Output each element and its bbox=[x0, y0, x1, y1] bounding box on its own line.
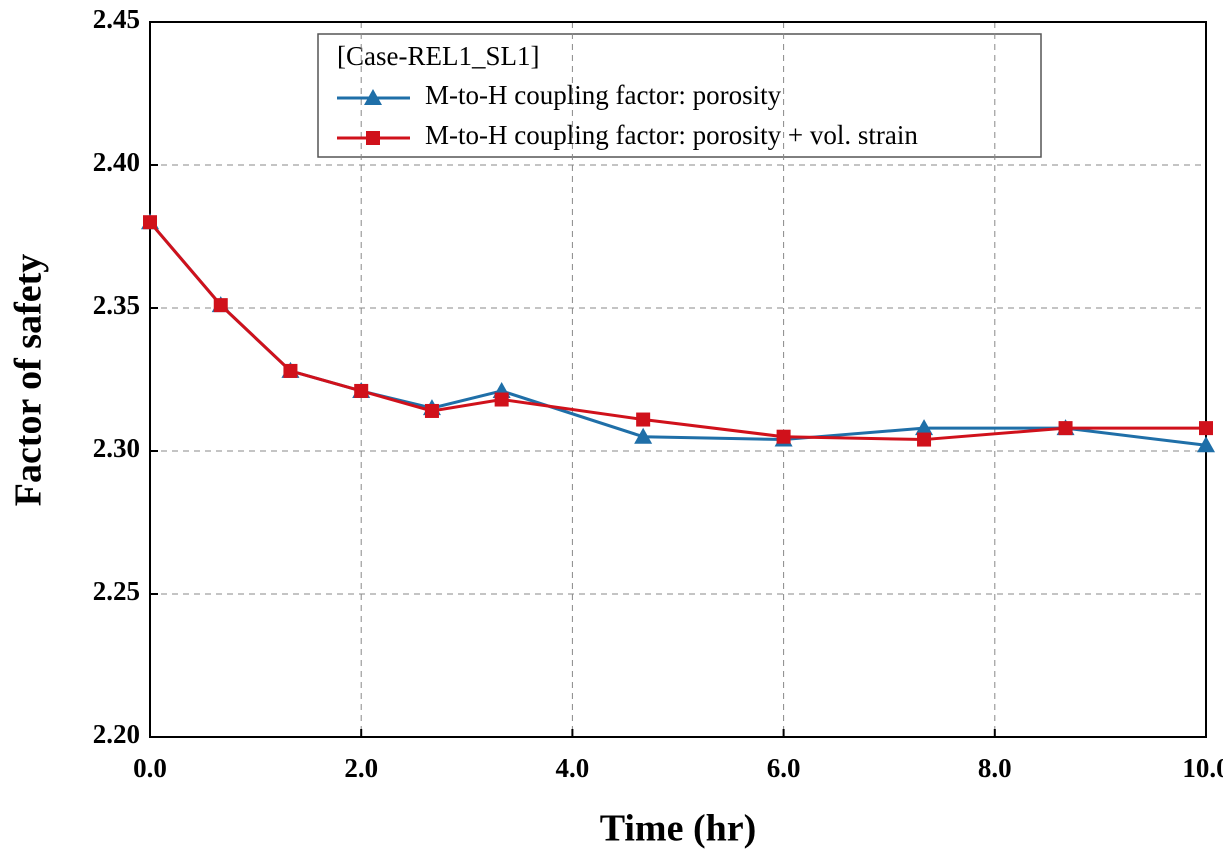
legend-marker bbox=[364, 89, 382, 105]
x-tick-label: 4.0 bbox=[556, 753, 590, 783]
data-point bbox=[1197, 436, 1215, 453]
y-tick-label: 2.30 bbox=[93, 433, 140, 463]
data-point bbox=[917, 432, 932, 447]
y-tick-label: 2.45 bbox=[93, 4, 140, 34]
x-axis-label: Time (hr) bbox=[600, 808, 757, 850]
legend-box bbox=[317, 33, 1042, 158]
x-tick-label: 2.0 bbox=[344, 753, 378, 783]
data-point bbox=[213, 298, 228, 313]
y-tick-label: 2.35 bbox=[93, 290, 140, 320]
grid bbox=[150, 22, 1206, 737]
y-tick-label: 2.40 bbox=[93, 147, 140, 177]
series-line bbox=[148, 221, 1206, 442]
data-point bbox=[776, 429, 791, 444]
data-point bbox=[424, 403, 439, 418]
data-point bbox=[634, 427, 653, 444]
data-point bbox=[143, 215, 157, 230]
data-point bbox=[636, 412, 651, 427]
data-point bbox=[283, 363, 298, 378]
series-line bbox=[148, 221, 1207, 447]
data-point bbox=[915, 419, 934, 436]
plot-frame bbox=[149, 21, 1207, 738]
data-point bbox=[494, 392, 509, 407]
legend-label: M-to-H coupling factor: porosity bbox=[425, 80, 782, 110]
y-tick-label: 2.20 bbox=[93, 719, 140, 749]
x-tick-label: 6.0 bbox=[767, 753, 801, 783]
legend-label: M-to-H coupling factor: porosity + vol. … bbox=[425, 120, 918, 150]
y-tick-label: 2.25 bbox=[93, 576, 140, 606]
x-tick-label: 0.0 bbox=[133, 753, 167, 783]
x-tick-label: 10.0 bbox=[1182, 753, 1223, 783]
data-point bbox=[354, 383, 369, 398]
data-point bbox=[1199, 421, 1213, 436]
legend-title: [Case-REL1_SL1] bbox=[337, 41, 539, 71]
y-axis-label: Factor of safety bbox=[8, 254, 50, 507]
x-tick-label: 8.0 bbox=[978, 753, 1012, 783]
data-point bbox=[1058, 421, 1073, 436]
legend-marker bbox=[366, 131, 380, 145]
